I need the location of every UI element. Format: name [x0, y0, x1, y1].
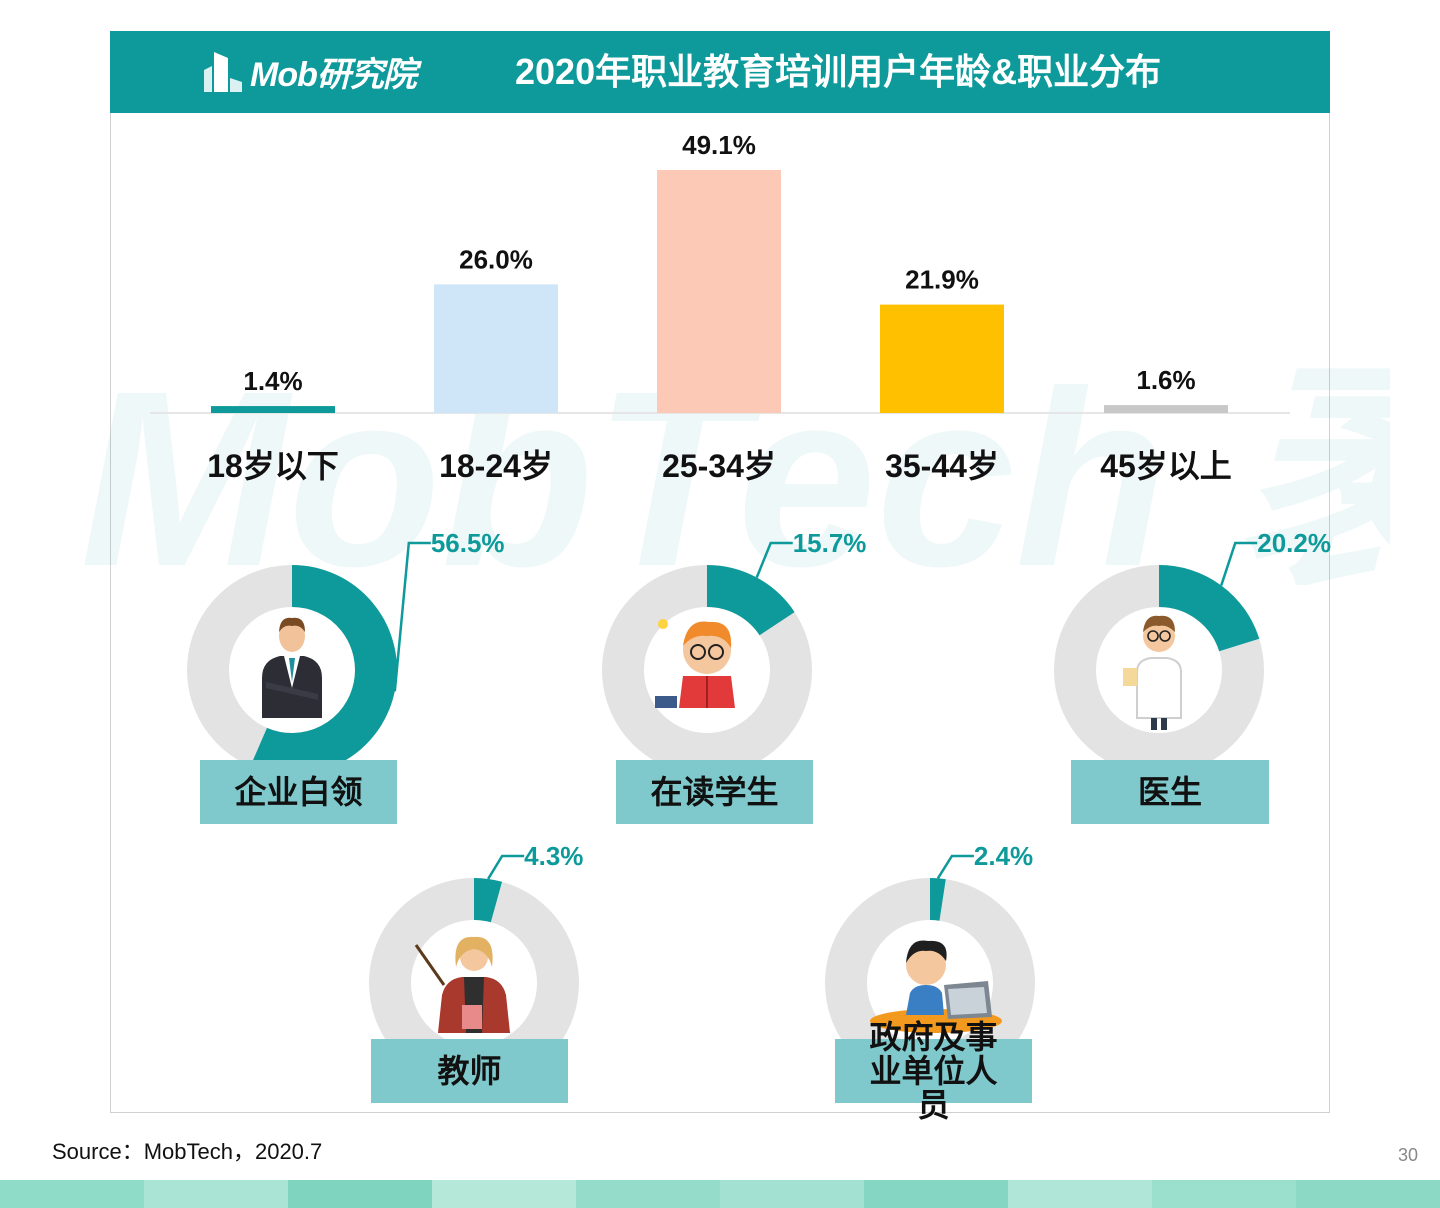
- bar-category-label-0: 18岁以下: [207, 448, 339, 484]
- occupation-label-office-worker: 企业白领: [200, 760, 397, 824]
- header-bar: Mob研究院 2020年职业教育培训用户年龄&职业分布: [110, 31, 1330, 113]
- brand-logo: Mob研究院: [200, 45, 417, 97]
- occupation-label-civil-servant: 政府及事业单位人员: [835, 1020, 1032, 1122]
- donut-leader-3: [487, 854, 525, 880]
- bar-category-label-2: 25-34岁: [662, 448, 776, 484]
- bar-2: [657, 170, 781, 413]
- building-logo-icon: [204, 52, 242, 92]
- bar-category-label-3: 35-44岁: [885, 448, 999, 484]
- donut-2: 20.2%: [1054, 528, 1331, 775]
- bar-0: [211, 406, 335, 413]
- office-worker-icon: [262, 617, 322, 718]
- donut-0: 56.5%: [187, 528, 505, 775]
- page-number: 30: [1398, 1145, 1419, 1165]
- doctor-icon: [1123, 615, 1182, 730]
- donut-value-label-3: 4.3%: [524, 841, 583, 871]
- bar-value-label-3: 21.9%: [905, 265, 979, 295]
- occupation-label-teacher: 教师: [371, 1039, 568, 1103]
- donut-leader-1: [755, 541, 793, 578]
- bar-category-label-4: 45岁以上: [1100, 448, 1232, 484]
- donut-value-label-4: 2.4%: [974, 841, 1033, 871]
- donut-leader-4: [936, 854, 974, 879]
- occupation-label-student: 在读学生: [616, 760, 813, 824]
- donut-slice-1: [706, 565, 795, 636]
- occupation-label-doctor: 医生: [1071, 760, 1269, 824]
- teacher-icon: [414, 936, 510, 1033]
- donut-leader-2: [1220, 541, 1258, 586]
- donut-slice-4: [929, 878, 946, 921]
- bar-3: [880, 304, 1004, 413]
- donut-slice-0: [250, 565, 397, 775]
- bar-value-label-2: 49.1%: [682, 130, 756, 160]
- brand-name: Mob研究院: [250, 55, 417, 94]
- student-reading-icon: [655, 619, 735, 708]
- footer-band: [0, 1180, 1440, 1208]
- donut-leader-0: [393, 541, 431, 692]
- bar-value-label-0: 1.4%: [243, 366, 302, 396]
- bar-value-label-1: 26.0%: [459, 244, 533, 274]
- donut-slice-3: [473, 878, 503, 923]
- bar-value-label-4: 1.6%: [1136, 365, 1195, 395]
- civil-servant-icon: [870, 940, 1002, 1033]
- bar-1: [434, 284, 558, 413]
- bar-4: [1104, 405, 1228, 413]
- donut-slice-2: [1158, 565, 1260, 653]
- page-title: 2020年职业教育培训用户年龄&职业分布: [515, 51, 1162, 92]
- donut-value-label-2: 20.2%: [1257, 528, 1331, 558]
- bar-category-label-1: 18-24岁: [439, 448, 553, 484]
- donut-1: 15.7%: [602, 528, 867, 775]
- donut-value-label-1: 15.7%: [793, 528, 867, 558]
- donut-value-label-0: 56.5%: [431, 528, 505, 558]
- source-note: Source：MobTech，2020.7: [52, 1139, 323, 1164]
